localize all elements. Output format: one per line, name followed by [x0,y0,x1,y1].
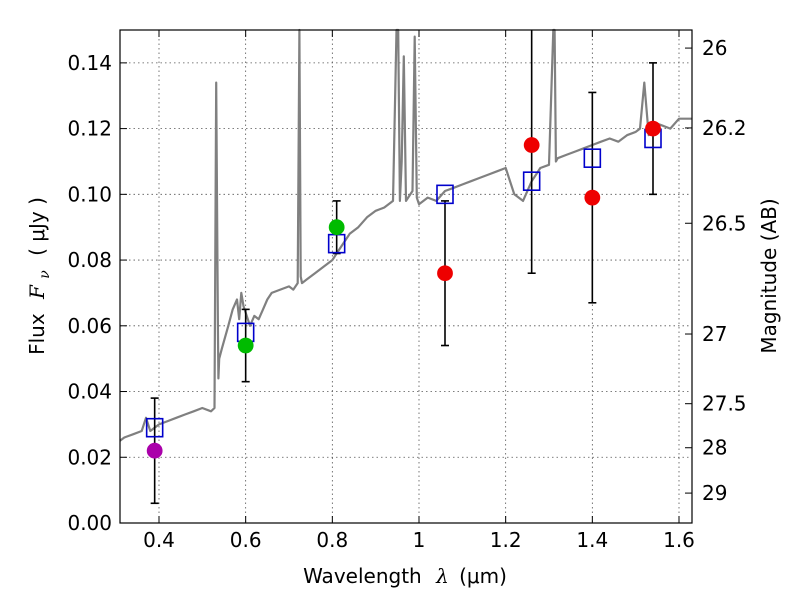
model-photometry-point [583,148,602,168]
y-tick-label: 0.06 [67,314,112,338]
y-axis-label-unit: ( μJy ) [25,197,49,256]
x-tick-label: 1.4 [576,528,608,552]
y-axis-label-subscript: ν [37,270,53,279]
y-tick-label: 0.14 [67,51,112,75]
y-tick-label: 0.10 [67,182,112,206]
model-photometry-point [436,184,454,205]
observed-point-optical [237,337,254,354]
y2-tick-label: 26.5 [702,211,747,235]
y-axis-label-text: Flux [25,313,49,355]
model-layer [119,28,692,442]
y-axis-label-symbol: F [25,284,49,300]
y2-tick-label: 26.2 [702,116,747,140]
y-tick-label: 0.04 [67,380,112,404]
y-axis-label: Flux F ν ( μJy ) [25,197,54,355]
y-tick-label: 0.00 [67,511,112,535]
y2-tick-label: 27 [702,322,727,346]
model-photometry-point [145,417,164,438]
observed-point-uv [146,442,163,459]
model-photometry-point [522,171,541,191]
x-axis-label-unit: (μm) [459,564,507,588]
y2-axis-label: Magnitude (AB) [757,198,781,353]
observed-point-near-ir [645,120,661,137]
x-tick-label: 1.2 [490,528,522,552]
x-tick-label: 0.6 [230,528,262,552]
model-spectrum-line [119,28,692,442]
data-points [145,120,662,459]
x-axis-label-symbol: λ [435,564,449,588]
observed-point-near-ir [584,189,601,206]
x-axis-label-text: Wavelength [303,564,422,588]
x-tick-label: 0.4 [143,528,175,552]
y2-tick-label: 28 [702,436,727,460]
observed-point-near-ir [437,265,453,282]
y2-tick-label: 27.5 [702,392,747,416]
x-tick-label: 0.8 [316,528,348,552]
ticks: 0.4 0.6 0.8 1 1.2 1.4 1.6 0.00 0.02 0.04 0.06 0.08 0… [67,30,747,552]
observed-point-near-ir [523,137,540,153]
y-tick-label: 0.02 [67,445,112,469]
observed-point-optical [328,219,345,236]
plot-frame [119,29,693,524]
x-axis-label: Wavelength λ (μm) [303,564,507,588]
y2-tick-label: 29 [702,481,727,505]
y2-tick-label: 26 [702,36,727,60]
y-tick-label: 0.12 [67,117,112,141]
y-tick-label: 0.08 [67,248,112,272]
x-tick-label: 1.6 [663,528,695,552]
x-tick-label: 1 [413,528,426,552]
